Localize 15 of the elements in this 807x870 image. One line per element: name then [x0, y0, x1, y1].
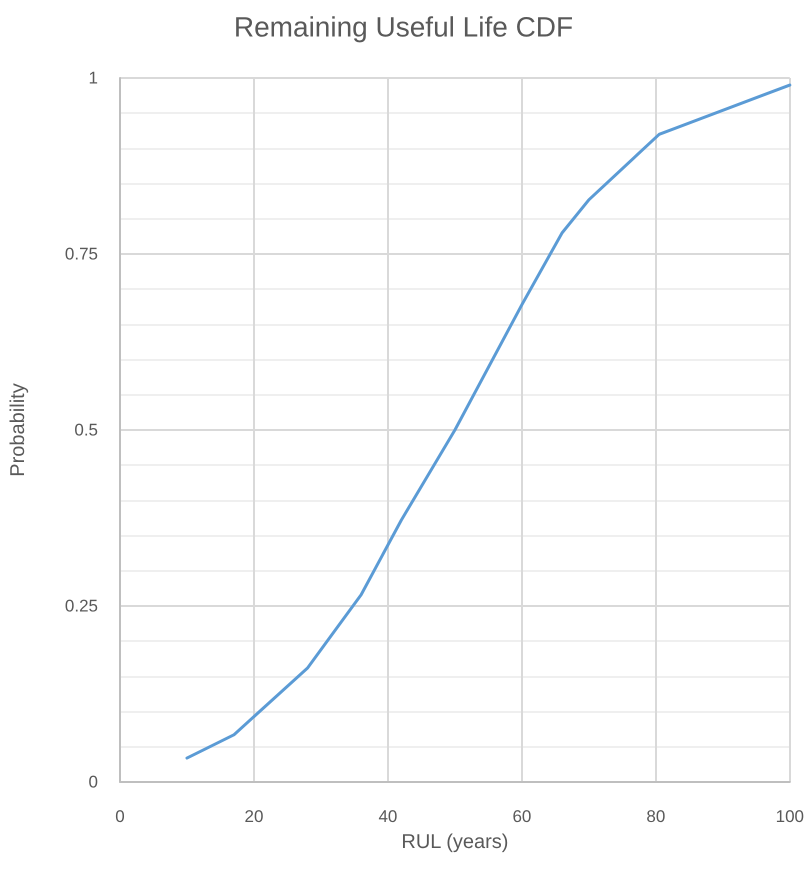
y-tick-label: 0 — [88, 772, 98, 792]
y-tick-label: 0.75 — [64, 244, 98, 264]
x-axis-title: RUL (years) — [401, 831, 508, 853]
x-tick-label: 80 — [646, 807, 666, 826]
y-tick-label: 1 — [88, 68, 98, 88]
x-tick-label: 0 — [115, 807, 125, 826]
chart-title: Remaining Useful Life CDF — [234, 12, 574, 42]
y-tick-label: 0.25 — [64, 596, 98, 616]
x-tick-label: 100 — [776, 807, 804, 826]
y-tick-label: 0.5 — [74, 420, 98, 440]
y-axis-title: Probability — [7, 383, 29, 477]
x-tick-label: 40 — [378, 807, 398, 826]
x-tick-label: 20 — [244, 807, 264, 826]
line-series — [185, 84, 792, 760]
x-tick-label: 60 — [512, 807, 532, 826]
